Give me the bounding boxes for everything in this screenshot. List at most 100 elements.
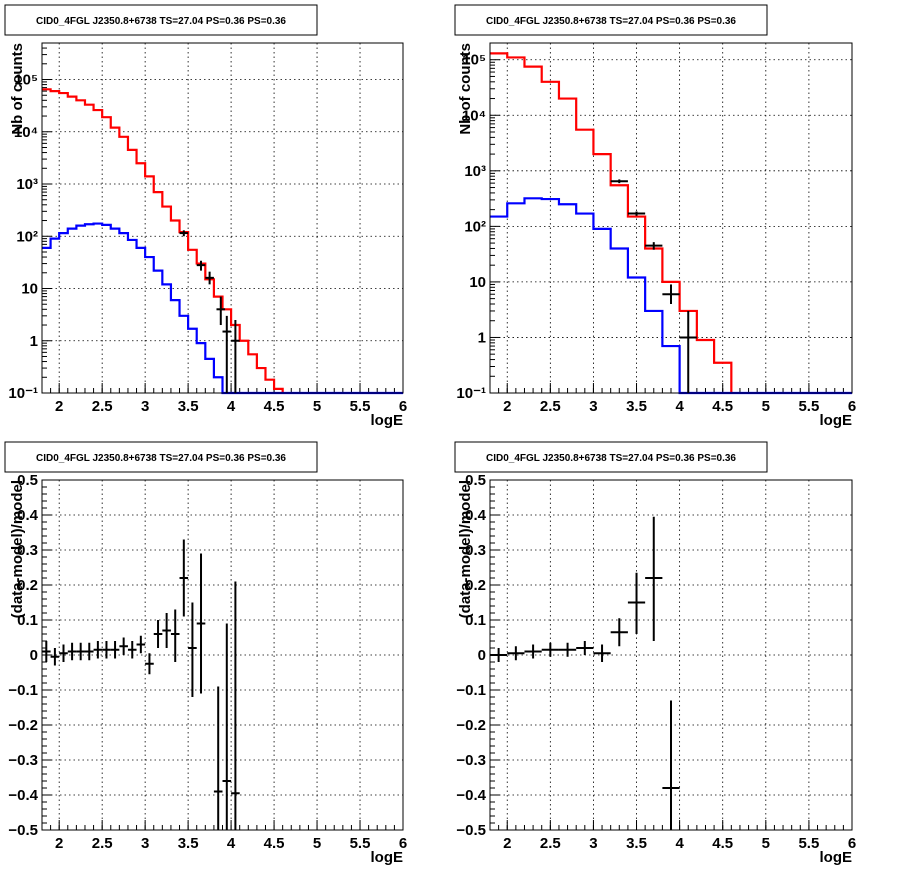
plot-frame (41, 479, 404, 831)
y-tick-label: 0.4 (17, 507, 39, 524)
x-tick-label: 2 (503, 398, 511, 415)
data-point (59, 644, 68, 662)
x-axis-label: logE (371, 412, 404, 429)
plot-area (489, 479, 853, 831)
data-point (541, 642, 559, 657)
x-tick-label: 6 (848, 398, 856, 415)
panel-counts-left: CID0_4FGL J2350.8+6738 TS=27.04 PS=0.36 … (4, 4, 407, 429)
title-box (4, 4, 318, 36)
data-point (50, 648, 60, 666)
data-point (627, 211, 646, 216)
chart-title: CID0_4FGL J2350.8+6738 TS=27.04 PS=0.36 … (36, 453, 286, 464)
data-point (170, 609, 180, 662)
data-point (119, 637, 128, 655)
data-point (507, 646, 525, 661)
plot-background (490, 43, 852, 393)
y-tick-label: 10⁴ (14, 124, 38, 141)
x-tick-label: 4.5 (264, 835, 285, 852)
data-point (231, 319, 240, 393)
chart-title: CID0_4FGL J2350.8+6738 TS=27.04 PS=0.36 … (486, 16, 736, 27)
x-tick-label: 5.5 (798, 398, 819, 415)
x-tick-label: 5.5 (798, 835, 819, 852)
x-tick-label: 2 (55, 398, 63, 415)
data-point (102, 641, 111, 659)
y-tick-label: −0.2 (456, 717, 486, 734)
x-tick-label: 4 (675, 835, 684, 852)
x-tick-label: 6 (399, 835, 407, 852)
data-point (558, 642, 577, 657)
y-tick-label: 0.5 (17, 472, 38, 489)
plot-area (489, 42, 853, 395)
y-tick-label: 10² (16, 228, 38, 245)
title-box (454, 4, 768, 36)
y-tick-label: 10² (464, 218, 486, 235)
panel-counts-right: CID0_4FGL J2350.8+6738 TS=27.04 PS=0.36 … (454, 4, 856, 429)
data-point (76, 642, 85, 661)
x-tick-label: 6 (399, 398, 407, 415)
x-tick-label: 2.5 (540, 835, 561, 852)
data-point (490, 648, 508, 662)
data-point (205, 271, 214, 285)
data-point (162, 613, 171, 648)
y-tick-label: 0 (30, 647, 38, 664)
plot-frame (489, 42, 853, 394)
data-point (145, 653, 154, 675)
x-tick-label: 6 (848, 835, 856, 852)
data-point (196, 260, 206, 271)
model-step-line (42, 88, 284, 393)
panel-residuals-left: CID0_4FGL J2350.8+6738 TS=27.04 PS=0.36 … (4, 441, 407, 866)
x-tick-label: 3 (141, 835, 149, 852)
x-axis-label: logE (371, 849, 404, 866)
x-tick-label: 5 (313, 835, 321, 852)
data-point (110, 641, 120, 659)
x-axis-label: logE (820, 412, 853, 429)
plot-background (42, 43, 403, 393)
data-point (231, 581, 240, 830)
y-tick-label: 1 (478, 329, 486, 346)
title-box (4, 441, 318, 473)
plot-frame (41, 42, 404, 394)
x-tick-label: 3.5 (626, 835, 647, 852)
data-point (524, 644, 542, 659)
y-tick-label: 1 (30, 333, 38, 350)
x-tick-label: 3 (141, 398, 149, 415)
data-point (188, 602, 197, 697)
data-point (136, 635, 146, 654)
y-tick-label: −0.2 (8, 717, 38, 734)
y-tick-label: −0.5 (456, 822, 486, 839)
data-point (93, 641, 103, 659)
y-tick-label: −0.4 (456, 787, 486, 804)
data-point (216, 296, 226, 326)
y-tick-label: 10³ (16, 176, 38, 193)
x-tick-label: 5.5 (350, 398, 371, 415)
x-tick-label: 5.5 (350, 835, 371, 852)
panel-residuals-right: CID0_4FGL J2350.8+6738 TS=27.04 PS=0.36 … (454, 441, 856, 866)
data-point (645, 516, 663, 641)
x-tick-label: 3.5 (626, 398, 647, 415)
data-point (179, 230, 189, 237)
chart-title: CID0_4FGL J2350.8+6738 TS=27.04 PS=0.36 … (486, 453, 736, 464)
data-point (627, 572, 646, 634)
x-tick-label: 4 (675, 398, 684, 415)
y-tick-label: 0.5 (465, 472, 486, 489)
data-point (153, 620, 163, 648)
chart-title: CID0_4FGL J2350.8+6738 TS=27.04 PS=0.36 … (36, 16, 286, 27)
data-point (679, 310, 697, 393)
y-tick-label: 0 (478, 647, 486, 664)
data-point (576, 641, 594, 655)
y-tick-label: 10 (469, 274, 486, 291)
x-tick-label: 2.5 (92, 398, 113, 415)
x-tick-label: 3 (589, 835, 597, 852)
y-axis-label: (data-model)/model (457, 480, 474, 618)
y-tick-label: −0.3 (8, 752, 38, 769)
data-point (610, 618, 628, 647)
y-axis-label: Nb of counts (457, 43, 474, 135)
x-tick-label: 3.5 (178, 835, 199, 852)
y-axis-label: (data-model)/model (9, 480, 26, 618)
x-tick-label: 5 (762, 398, 770, 415)
x-tick-label: 5 (313, 398, 321, 415)
x-tick-label: 3.5 (178, 398, 199, 415)
x-tick-label: 4.5 (712, 835, 733, 852)
y-tick-label: −0.4 (8, 787, 38, 804)
